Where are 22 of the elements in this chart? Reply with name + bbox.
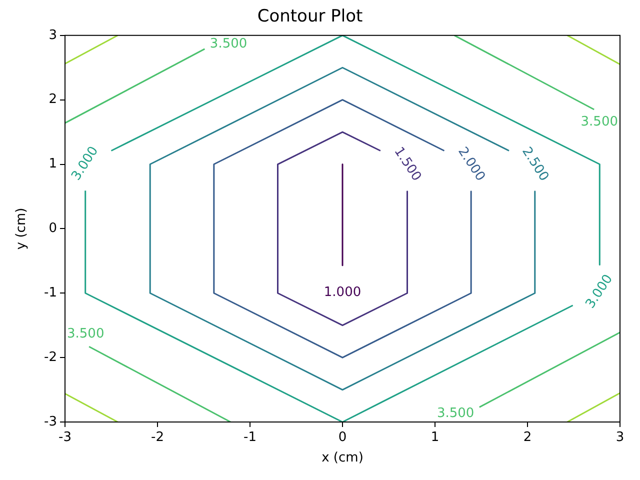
x-tick-label: -2 bbox=[151, 430, 164, 446]
annotation: 3.500 bbox=[210, 36, 248, 52]
annotation: 3.500 bbox=[580, 114, 618, 130]
y-axis-title: y (cm) bbox=[14, 208, 30, 250]
y-tick-label: -1 bbox=[44, 286, 57, 301]
x-tick-label: 3 bbox=[616, 430, 624, 446]
x-tick-label: 0 bbox=[338, 430, 347, 446]
y-tick-label: -3 bbox=[44, 414, 57, 430]
y-tick-label: 1 bbox=[48, 156, 57, 172]
x-tick-label: -3 bbox=[58, 430, 72, 446]
x-tick-label: 2 bbox=[523, 430, 532, 446]
annotation: 1.000 bbox=[324, 284, 362, 300]
chart-title: Contour Plot bbox=[257, 6, 363, 27]
x-tick-label: 1 bbox=[430, 430, 440, 446]
y-tick-label: 2 bbox=[48, 92, 57, 108]
x-axis-title: x (cm) bbox=[322, 450, 364, 466]
annotation: 3.500 bbox=[436, 406, 474, 421]
y-tick-label: 3 bbox=[48, 28, 57, 43]
y-tick-label: 0 bbox=[48, 221, 57, 236]
y-tick-label: -2 bbox=[44, 350, 57, 365]
x-tick-label: -1 bbox=[244, 430, 256, 446]
annotation: 3.500 bbox=[67, 326, 104, 342]
